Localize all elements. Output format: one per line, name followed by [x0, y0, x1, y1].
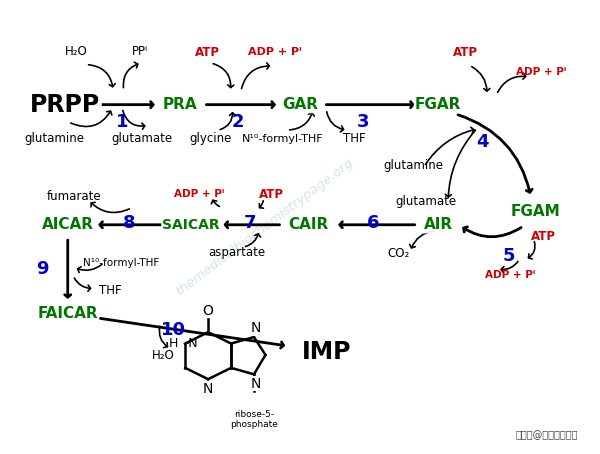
Text: THF: THF — [343, 133, 365, 145]
Text: ADP + Pᴵ: ADP + Pᴵ — [174, 188, 224, 199]
Text: ATP: ATP — [454, 46, 478, 59]
Text: N¹⁰-formyl-THF: N¹⁰-formyl-THF — [242, 134, 323, 144]
Text: PPᴵ: PPᴵ — [132, 45, 148, 58]
Text: 1: 1 — [116, 114, 128, 132]
Text: 7: 7 — [244, 214, 256, 232]
Text: glutamine: glutamine — [383, 159, 443, 172]
Text: fumarate: fumarate — [46, 190, 101, 203]
Text: AICAR: AICAR — [42, 217, 94, 232]
Text: FGAR: FGAR — [415, 97, 461, 112]
Text: 5: 5 — [502, 247, 515, 265]
Text: glycine: glycine — [190, 133, 232, 145]
Text: SAICAR: SAICAR — [163, 218, 220, 232]
Text: 9: 9 — [36, 260, 49, 278]
Text: ATP: ATP — [194, 46, 220, 59]
Text: glutamine: glutamine — [24, 132, 84, 144]
Text: ATP: ATP — [531, 230, 556, 243]
Text: 搜狐号@李老师谈生化: 搜狐号@李老师谈生化 — [515, 429, 578, 439]
Text: FAICAR: FAICAR — [37, 306, 98, 321]
Text: CAIR: CAIR — [289, 217, 329, 232]
Text: glutamate: glutamate — [112, 133, 173, 145]
Text: IMP: IMP — [302, 340, 351, 364]
Text: H₂O: H₂O — [65, 45, 88, 58]
Text: glutamate: glutamate — [396, 195, 457, 207]
Text: CO₂: CO₂ — [388, 247, 410, 260]
Text: THF: THF — [100, 284, 122, 296]
Text: ADP + Pᴵ: ADP + Pᴵ — [516, 67, 566, 77]
Text: N¹⁰-formyl-THF: N¹⁰-formyl-THF — [83, 257, 159, 267]
Text: 4: 4 — [476, 133, 488, 152]
Text: ADP + Pᴵ: ADP + Pᴵ — [485, 270, 536, 280]
Text: PRA: PRA — [162, 97, 197, 112]
Text: themedicalbiochemistrypage.org: themedicalbiochemistrypage.org — [173, 156, 356, 298]
Text: ATP: ATP — [259, 188, 284, 202]
Text: 10: 10 — [161, 321, 186, 339]
Text: PRPP: PRPP — [29, 93, 100, 117]
Text: 2: 2 — [232, 114, 245, 132]
Text: H₂O: H₂O — [152, 349, 175, 362]
Text: ADP + Pᴵ: ADP + Pᴵ — [248, 47, 302, 57]
Text: aspartate: aspartate — [208, 247, 265, 259]
Text: AIR: AIR — [424, 217, 453, 232]
Text: 6: 6 — [367, 214, 380, 232]
Text: FGAM: FGAM — [511, 204, 560, 219]
Text: 8: 8 — [123, 214, 136, 232]
Text: GAR: GAR — [282, 97, 318, 112]
Text: 3: 3 — [357, 114, 370, 132]
